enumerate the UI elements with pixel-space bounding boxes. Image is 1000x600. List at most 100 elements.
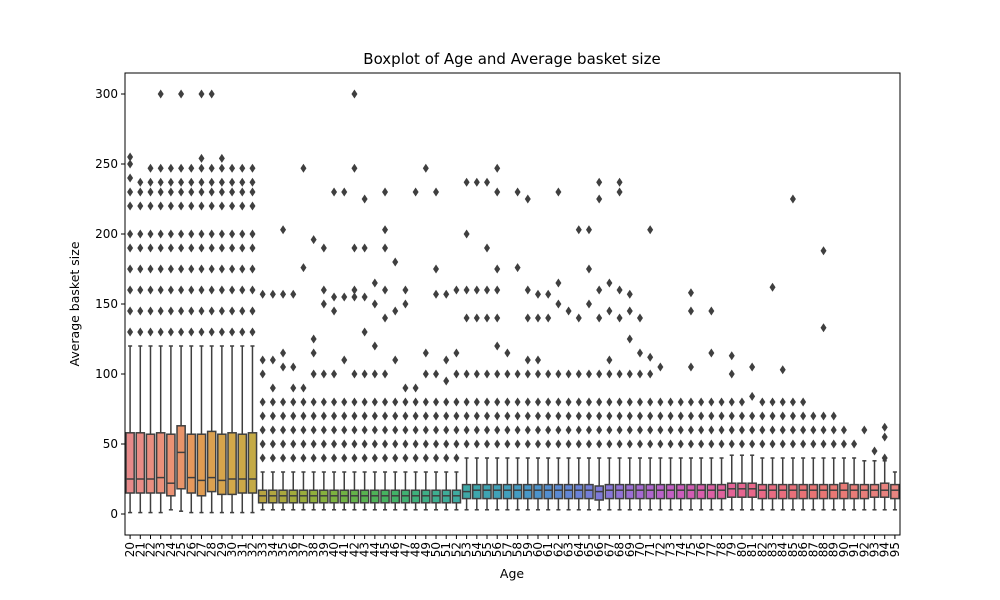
outlier-point (473, 411, 480, 421)
box-83 (767, 282, 778, 511)
outlier-point (881, 432, 888, 442)
y-tick-label: 300 (95, 87, 118, 101)
box-75 (686, 288, 696, 511)
outlier-point (524, 313, 531, 323)
x-tick-label: 43 (358, 542, 372, 557)
outlier-point (198, 285, 205, 295)
y-axis-label: Average basket size (67, 241, 82, 366)
box-74 (675, 397, 686, 511)
outlier-point (320, 397, 327, 407)
outlier-point (585, 425, 592, 435)
outlier-point (789, 397, 796, 407)
x-tick-label: 67 (602, 542, 616, 557)
outlier-point (188, 177, 195, 187)
outlier-point (371, 299, 378, 309)
outlier-point (249, 163, 256, 173)
box-58 (512, 187, 523, 511)
outlier-point (167, 177, 174, 187)
x-tick-label: 22 (143, 542, 157, 557)
box-88 (818, 246, 829, 511)
box-iqr (512, 483, 523, 500)
outlier-point (463, 285, 470, 295)
outlier-point (310, 425, 317, 435)
outlier-point (167, 201, 174, 211)
box-84 (777, 365, 788, 511)
outlier-point (351, 243, 358, 253)
outlier-point (157, 264, 164, 274)
x-tick-label: 85 (786, 542, 800, 557)
outlier-point (484, 313, 491, 323)
outlier-point (412, 383, 419, 393)
x-tick-label: 37 (296, 542, 310, 557)
outlier-point (596, 194, 603, 204)
outlier-point (606, 397, 613, 407)
outlier-point (167, 264, 174, 274)
outlier-point (198, 264, 205, 274)
outlier-point (341, 439, 348, 449)
box-23 (155, 89, 166, 514)
outlier-point (280, 453, 287, 463)
box-iqr (747, 482, 757, 498)
x-tick-label: 81 (745, 542, 759, 557)
x-tick-label: 60 (531, 542, 545, 557)
box-29 (217, 153, 227, 514)
y-tick-label: 150 (95, 297, 118, 311)
x-tick-label: 95 (888, 542, 902, 557)
outlier-point (626, 369, 633, 379)
outlier-point (137, 177, 144, 187)
outlier-point (779, 365, 786, 375)
x-tick-label: 27 (194, 542, 208, 557)
outlier-point (596, 313, 603, 323)
outlier-point (402, 285, 409, 295)
outlier-point (514, 263, 521, 273)
outlier-point (218, 306, 225, 316)
outlier-point (351, 411, 358, 421)
box-62 (553, 187, 564, 511)
outlier-point (677, 411, 684, 421)
outlier-point (392, 439, 399, 449)
outlier-point (616, 411, 623, 421)
outlier-point (300, 397, 307, 407)
outlier-point (698, 411, 705, 421)
outlier-point (718, 397, 725, 407)
box-42 (349, 89, 360, 511)
outlier-point (300, 383, 307, 393)
outlier-point (341, 397, 348, 407)
outlier-point (596, 177, 603, 187)
box-89 (828, 411, 839, 511)
outlier-point (280, 425, 287, 435)
box-iqr (614, 483, 625, 500)
box-iqr (706, 483, 717, 500)
outlier-point (800, 411, 807, 421)
outlier-point (137, 243, 144, 253)
box-iqr (584, 483, 594, 500)
box-63 (563, 306, 574, 511)
outlier-point (443, 439, 450, 449)
box-iqr (573, 483, 584, 500)
outlier-point (137, 187, 144, 197)
x-tick-label: 80 (735, 542, 749, 557)
outlier-point (157, 163, 164, 173)
outlier-point (259, 411, 266, 421)
x-tick-label: 51 (439, 542, 453, 557)
outlier-point (249, 243, 256, 253)
box-94 (879, 422, 890, 511)
outlier-point (229, 306, 236, 316)
box-iqr (563, 483, 574, 500)
outlier-point (249, 229, 256, 239)
outlier-point (188, 229, 195, 239)
outlier-point (412, 425, 419, 435)
outlier-point (361, 453, 368, 463)
x-tick-label: 93 (868, 542, 882, 557)
box-90 (839, 425, 849, 511)
box-iqr (533, 483, 543, 500)
box-43 (359, 194, 370, 511)
outlier-point (361, 243, 368, 253)
box-iqr (237, 433, 248, 494)
outlier-point (280, 289, 287, 299)
outlier-point (331, 397, 338, 407)
outlier-point (198, 187, 205, 197)
outlier-point (626, 289, 633, 299)
outlier-point (749, 425, 756, 435)
outlier-point (422, 411, 429, 421)
